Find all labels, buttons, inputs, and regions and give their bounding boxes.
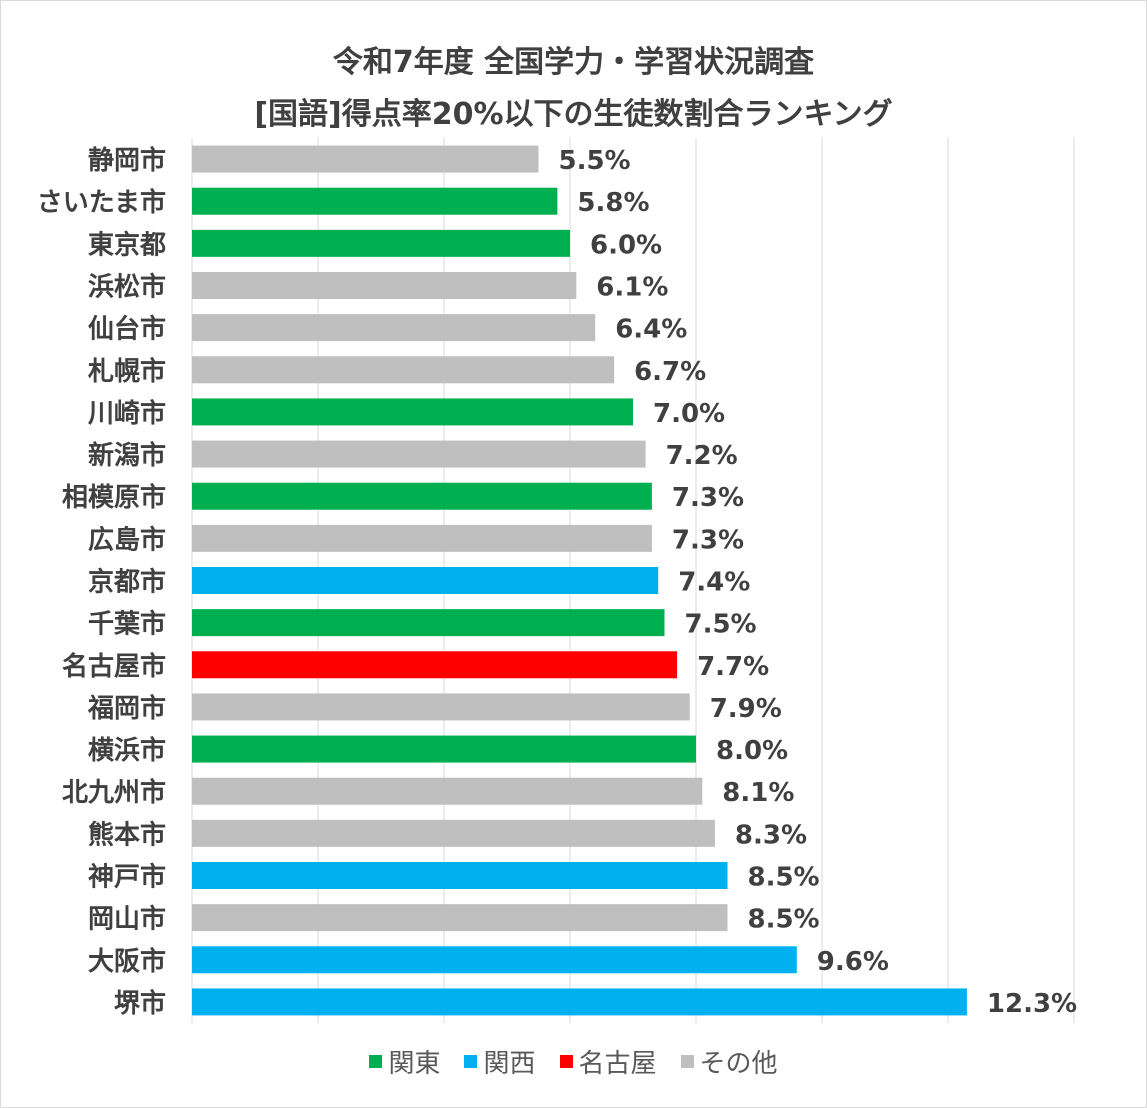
data-label: 7.3%	[672, 525, 744, 555]
bar-2	[192, 229, 570, 257]
legend-swatch	[464, 1055, 478, 1068]
bar-0	[192, 145, 539, 173]
category-label: 大阪市	[88, 946, 166, 977]
bar-16	[192, 819, 715, 847]
legend-item: 関西	[464, 1043, 536, 1080]
legend-swatch	[369, 1055, 383, 1068]
category-label: さいたま市	[37, 187, 166, 218]
data-label: 7.3%	[672, 483, 744, 513]
bar-20	[192, 988, 967, 1016]
bar-18	[192, 904, 728, 932]
legend-item: その他	[680, 1043, 778, 1080]
data-label: 5.5%	[559, 146, 631, 176]
data-label: 7.9%	[710, 694, 782, 724]
legend-swatch	[680, 1055, 694, 1068]
data-label: 8.5%	[748, 863, 820, 893]
bar-11	[192, 609, 665, 637]
legend-label: その他	[699, 1049, 778, 1079]
data-label: 7.5%	[685, 610, 757, 640]
category-label: 横浜市	[88, 735, 166, 766]
data-label: 5.8%	[577, 188, 649, 218]
data-label: 6.0%	[590, 230, 662, 260]
data-label: 8.3%	[735, 820, 807, 850]
category-label: 堺市	[114, 988, 166, 1019]
legend-label: 関西	[483, 1049, 536, 1079]
category-label: 相模原市	[62, 482, 166, 513]
category-label: 京都市	[88, 567, 166, 598]
bar-3	[192, 272, 577, 299]
data-label: 7.4%	[678, 568, 750, 598]
data-label: 7.0%	[653, 399, 725, 429]
category-label: 札幌市	[88, 356, 166, 387]
bar-9	[192, 524, 652, 552]
data-label: 7.2%	[666, 441, 738, 471]
bar-15	[192, 777, 703, 805]
legend-item: 名古屋	[559, 1043, 657, 1080]
legend-item: 関東	[369, 1043, 440, 1080]
bar-14	[192, 735, 696, 763]
bar-8	[192, 482, 652, 510]
legend-label: 名古屋	[578, 1049, 657, 1079]
bar-19	[192, 946, 797, 974]
chart-title-line-1: 令和7年度 全国学力・学習状況調査	[332, 45, 815, 80]
bar-5	[192, 356, 615, 384]
category-label: 仙台市	[88, 314, 166, 345]
data-label: 7.7%	[697, 652, 769, 682]
category-label: 福岡市	[87, 693, 166, 724]
data-label: 6.4%	[615, 315, 687, 345]
data-label: 12.3%	[987, 989, 1077, 1019]
bar-12	[192, 651, 678, 679]
category-label: 千葉市	[88, 609, 166, 640]
data-label: 6.1%	[596, 273, 668, 303]
category-label: 川崎市	[88, 398, 166, 429]
data-label: 8.0%	[716, 736, 788, 766]
legend-label: 関東	[388, 1049, 441, 1079]
category-label: 熊本市	[88, 819, 166, 850]
category-label: 東京都	[88, 229, 166, 260]
legend: 関東 関西 名古屋 その他	[1, 1043, 1146, 1080]
bar-10	[192, 567, 659, 594]
category-label: 新潟市	[88, 440, 166, 471]
legend-swatch	[559, 1055, 573, 1068]
category-label: 浜松市	[88, 272, 166, 303]
data-label: 9.6%	[817, 947, 889, 977]
bar-13	[192, 693, 690, 721]
bar-4	[192, 314, 596, 342]
bar-17	[192, 862, 728, 889]
category-label: 名古屋市	[62, 651, 166, 682]
bar-1	[192, 187, 558, 215]
category-label: 岡山市	[88, 904, 166, 935]
bar-6	[192, 398, 633, 426]
category-label: 広島市	[88, 524, 166, 555]
data-label: 8.5%	[748, 905, 820, 935]
data-label: 8.1%	[722, 778, 794, 808]
category-label: 静岡市	[88, 145, 166, 176]
category-label: 神戸市	[88, 862, 166, 893]
category-label: 北九州市	[62, 777, 166, 808]
bar-7	[192, 440, 646, 468]
data-label: 6.7%	[634, 357, 706, 387]
chart-title-line-2: [国語]得点率20%以下の生徒数割合ランキング	[254, 97, 893, 132]
